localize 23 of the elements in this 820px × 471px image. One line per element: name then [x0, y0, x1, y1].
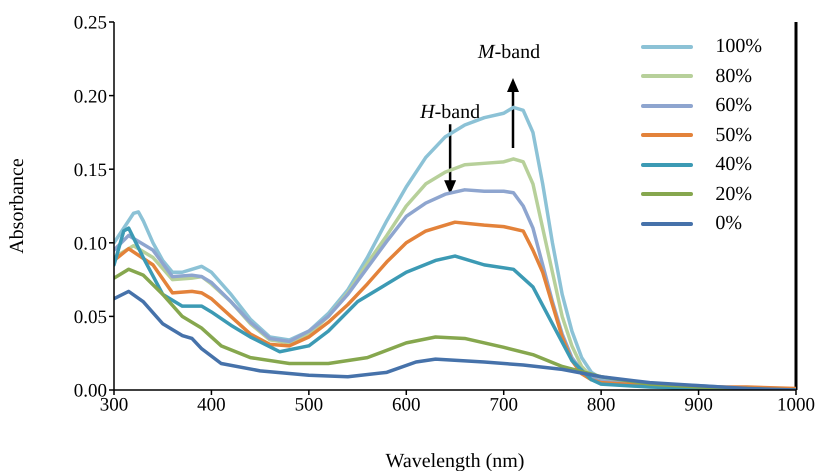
legend-label: 100% [715, 35, 762, 58]
legend-label: 40% [715, 153, 752, 176]
y-tick-label: 0.05 [74, 307, 107, 328]
y-tick-label: 0.10 [74, 234, 107, 255]
x-tick-label: 800 [586, 394, 616, 416]
y-axis-title: Absorbance [6, 158, 28, 254]
legend-label: 80% [715, 64, 752, 88]
x-axis-title: Wavelength (nm) [386, 450, 524, 471]
legend-label: 20% [715, 182, 752, 206]
y-tick-label: 0.15 [74, 160, 107, 181]
annotation: M-band [476, 41, 540, 63]
x-tick-label: 900 [684, 394, 713, 416]
y-tick-label: 0.20 [74, 86, 107, 108]
x-tick-label: 700 [489, 394, 518, 416]
x-tick-label: 400 [197, 394, 226, 416]
x-tick-label: 500 [294, 394, 324, 416]
legend-label: 0% [715, 212, 742, 236]
y-tick-label: 0.25 [74, 12, 107, 34]
annotation: H-band [419, 101, 480, 124]
legend-label: 50% [715, 124, 752, 147]
x-tick-label: 1000 [777, 394, 815, 416]
legend-label: 60% [715, 94, 752, 118]
x-tick-label: 600 [392, 394, 421, 416]
